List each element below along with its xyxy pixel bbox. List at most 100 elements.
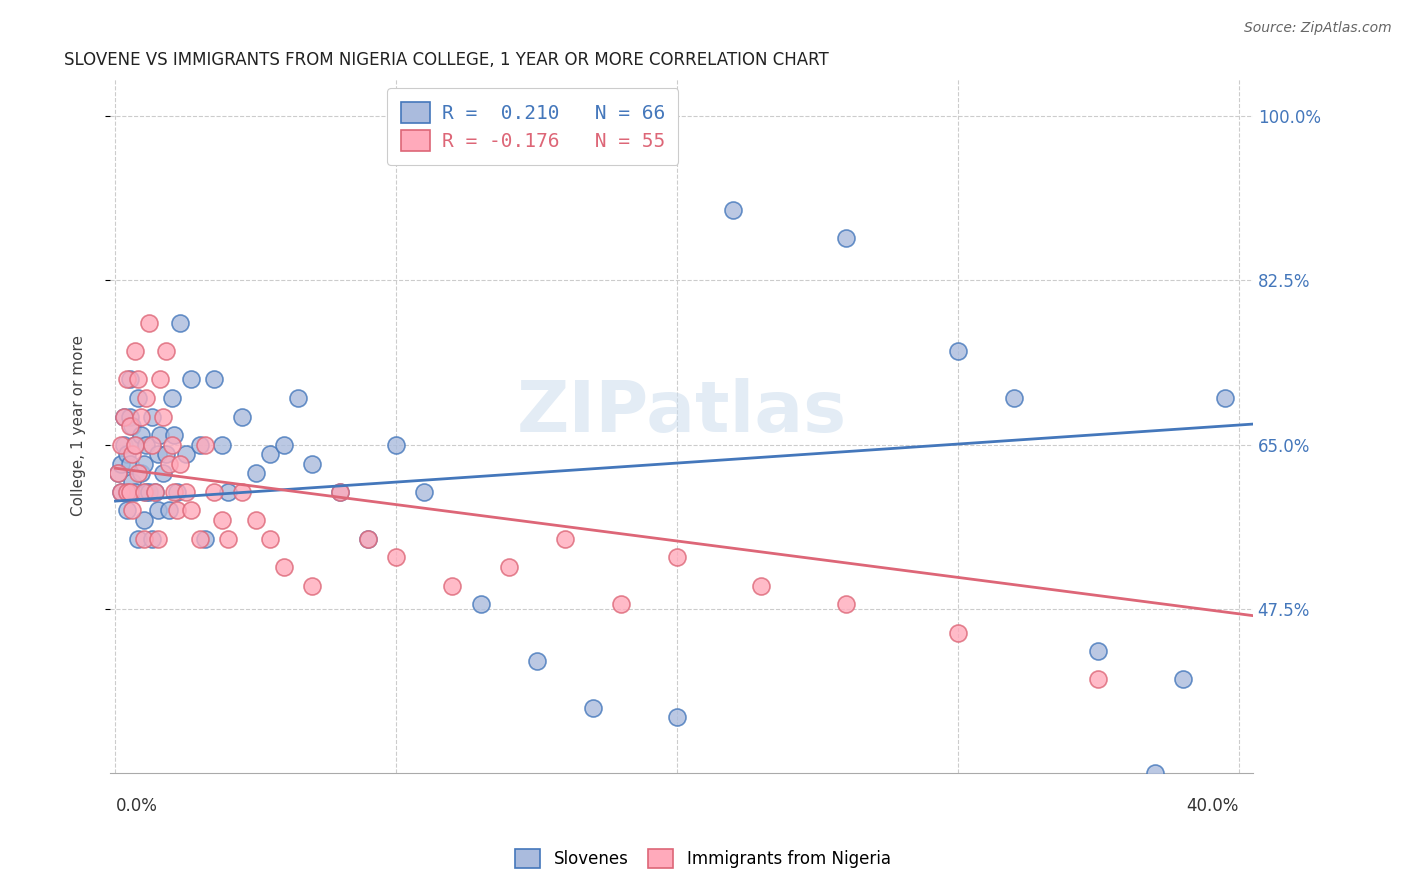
Point: [118, 457, 141, 471]
Point: [124, 484, 146, 499]
Text: 40.0%: 40.0%: [1187, 797, 1239, 814]
Point: [610, 598, 633, 612]
Point: [723, 202, 745, 217]
Point: [231, 484, 253, 499]
Point: [112, 438, 135, 452]
Point: [138, 484, 160, 499]
Point: [385, 550, 408, 565]
Point: [273, 438, 295, 452]
Point: [138, 316, 160, 330]
Point: [112, 409, 135, 424]
Point: [194, 532, 217, 546]
Point: [188, 438, 211, 452]
Point: [115, 484, 138, 499]
Point: [115, 447, 138, 461]
Point: [132, 513, 155, 527]
Point: [1213, 391, 1236, 405]
Point: [118, 372, 141, 386]
Point: [127, 532, 149, 546]
Point: [357, 532, 380, 546]
Point: [946, 625, 969, 640]
Point: [174, 484, 197, 499]
Point: [834, 231, 856, 245]
Point: [259, 447, 281, 461]
Point: [107, 466, 129, 480]
Point: [245, 466, 267, 480]
Point: [110, 457, 132, 471]
Point: [146, 532, 169, 546]
Point: [582, 700, 605, 714]
Point: [202, 484, 225, 499]
Point: [301, 578, 323, 592]
Point: [118, 409, 141, 424]
Point: [231, 409, 253, 424]
Point: [155, 447, 177, 461]
Point: [1002, 391, 1025, 405]
Point: [124, 438, 146, 452]
Point: [121, 419, 143, 434]
Point: [141, 532, 163, 546]
Point: [834, 598, 856, 612]
Point: [152, 466, 174, 480]
Point: [121, 503, 143, 517]
Point: [155, 343, 177, 358]
Point: [180, 372, 202, 386]
Point: [107, 466, 129, 480]
Point: [329, 484, 352, 499]
Point: [554, 532, 576, 546]
Point: [259, 532, 281, 546]
Point: [121, 447, 143, 461]
Point: [146, 447, 169, 461]
Point: [135, 484, 157, 499]
Point: [135, 391, 157, 405]
Point: [127, 372, 149, 386]
Point: [751, 578, 773, 592]
Text: ZIPatlas: ZIPatlas: [516, 377, 846, 447]
Point: [498, 559, 520, 574]
Point: [127, 466, 149, 480]
Point: [245, 513, 267, 527]
Legend: Slovenes, Immigrants from Nigeria: Slovenes, Immigrants from Nigeria: [509, 843, 897, 875]
Point: [112, 409, 135, 424]
Point: [129, 466, 152, 480]
Point: [217, 532, 239, 546]
Point: [141, 438, 163, 452]
Point: [1143, 766, 1166, 780]
Point: [143, 484, 166, 499]
Point: [287, 391, 309, 405]
Point: [217, 484, 239, 499]
Point: [163, 428, 186, 442]
Point: [160, 391, 183, 405]
Point: [110, 438, 132, 452]
Point: [152, 409, 174, 424]
Point: [157, 503, 180, 517]
Point: [124, 343, 146, 358]
Point: [385, 438, 408, 452]
Point: [132, 457, 155, 471]
Point: [149, 372, 172, 386]
Text: Source: ZipAtlas.com: Source: ZipAtlas.com: [1244, 21, 1392, 35]
Point: [526, 654, 548, 668]
Point: [946, 343, 969, 358]
Point: [166, 503, 188, 517]
Point: [413, 484, 436, 499]
Point: [127, 391, 149, 405]
Point: [301, 457, 323, 471]
Point: [180, 503, 202, 517]
Point: [1087, 673, 1109, 687]
Point: [132, 484, 155, 499]
Point: [169, 316, 191, 330]
Point: [1199, 841, 1222, 855]
Point: [129, 428, 152, 442]
Point: [160, 438, 183, 452]
Point: [135, 438, 157, 452]
Point: [329, 484, 352, 499]
Point: [273, 559, 295, 574]
Point: [470, 598, 492, 612]
Y-axis label: College, 1 year or more: College, 1 year or more: [72, 335, 86, 516]
Point: [129, 409, 152, 424]
Point: [441, 578, 464, 592]
Point: [666, 550, 689, 565]
Point: [166, 484, 188, 499]
Point: [188, 532, 211, 546]
